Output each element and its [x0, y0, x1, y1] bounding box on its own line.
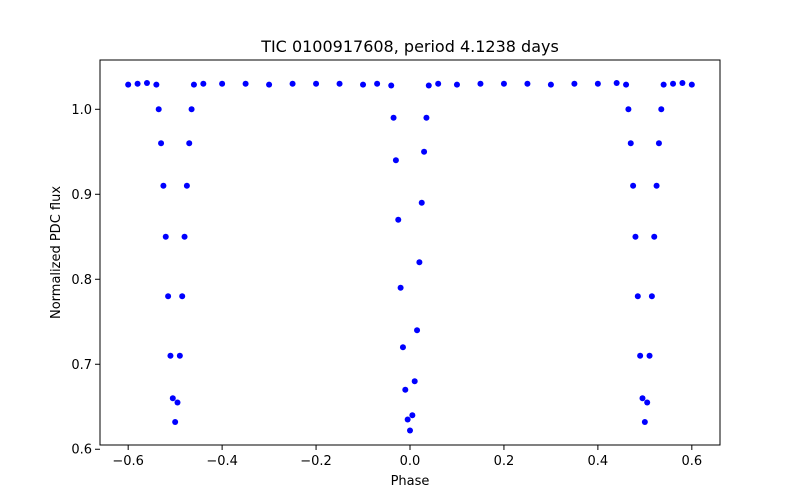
data-point [639, 395, 646, 402]
data-points [125, 79, 695, 434]
data-point [390, 114, 397, 121]
data-point [313, 80, 320, 87]
x-tick-label: 0.6 [681, 454, 702, 469]
data-point [176, 352, 183, 359]
x-tick-label: 0.2 [494, 454, 515, 469]
data-point [679, 79, 686, 86]
data-point [181, 233, 188, 240]
data-point [395, 216, 402, 223]
data-point [172, 419, 179, 426]
y-tick-label: 0.7 [71, 358, 92, 373]
data-point [425, 82, 432, 89]
data-point [524, 80, 531, 87]
data-point [477, 80, 484, 87]
data-point [266, 81, 273, 88]
data-point [336, 80, 343, 87]
plot-area [99, 59, 721, 446]
y-tick-label: 0.6 [71, 443, 92, 458]
data-point [670, 80, 677, 87]
data-point [186, 140, 193, 147]
data-point [651, 233, 658, 240]
x-tick-label: 0.4 [588, 454, 609, 469]
data-point [655, 140, 662, 147]
data-point [167, 352, 174, 359]
data-point [388, 82, 395, 89]
data-point [632, 233, 639, 240]
y-tick-label: 1.0 [71, 103, 92, 118]
data-point [634, 293, 641, 300]
y-tick-label: 0.9 [71, 188, 92, 203]
data-point [155, 106, 162, 113]
data-point [289, 80, 296, 87]
data-point [547, 81, 554, 88]
data-point [134, 80, 141, 87]
data-point [414, 327, 421, 334]
x-tick-label: −0.6 [112, 454, 144, 469]
data-point [625, 106, 632, 113]
x-tick-label: −0.2 [300, 454, 332, 469]
y-axis-label: Normalized PDC flux [49, 186, 64, 319]
data-point [411, 378, 418, 385]
data-point [404, 416, 411, 423]
data-point [143, 79, 150, 86]
data-point [188, 106, 195, 113]
data-point [165, 293, 172, 300]
data-point [630, 182, 637, 189]
data-point [242, 80, 249, 87]
data-point [416, 259, 423, 266]
data-point [190, 81, 197, 88]
data-point [162, 233, 169, 240]
x-axis: −0.6 −0.4 −0.2 0.0 0.2 0.4 0.6 [112, 445, 702, 469]
data-point [658, 106, 665, 113]
data-point [158, 140, 165, 147]
data-point [409, 412, 416, 419]
data-point [644, 399, 651, 406]
data-point [688, 81, 695, 88]
data-point [407, 427, 413, 434]
data-point [623, 81, 630, 88]
data-point [500, 80, 507, 87]
data-point [402, 386, 409, 393]
data-point [660, 81, 667, 88]
data-point [125, 81, 132, 88]
data-point [571, 80, 578, 87]
data-point [360, 81, 367, 88]
data-point [397, 284, 404, 291]
data-point [627, 140, 634, 147]
data-point [646, 352, 653, 359]
data-point [418, 199, 425, 206]
y-axis: 0.6 0.7 0.8 0.9 1.0 [71, 103, 100, 458]
data-point [453, 81, 460, 88]
data-point [648, 293, 655, 300]
chart-title: TIC 0100917608, period 4.1238 days [260, 37, 559, 56]
data-point [374, 80, 381, 87]
data-point [637, 352, 644, 359]
data-point [421, 148, 428, 155]
data-point [174, 399, 181, 406]
data-point [160, 182, 167, 189]
data-point [435, 80, 442, 87]
data-point [594, 80, 601, 87]
data-point [392, 157, 399, 164]
data-point [200, 80, 207, 87]
data-point [653, 182, 660, 189]
x-tick-label: −0.4 [206, 454, 238, 469]
data-point [641, 419, 648, 426]
y-tick-label: 0.8 [71, 273, 92, 288]
x-tick-label: 0.0 [400, 454, 421, 469]
x-axis-label: Phase [391, 474, 430, 489]
data-point [169, 395, 176, 402]
data-point [153, 81, 160, 88]
data-point [179, 293, 186, 300]
data-point [613, 79, 620, 86]
data-point [423, 114, 430, 121]
data-point [399, 344, 406, 351]
data-point [183, 182, 190, 189]
data-point [219, 80, 226, 87]
